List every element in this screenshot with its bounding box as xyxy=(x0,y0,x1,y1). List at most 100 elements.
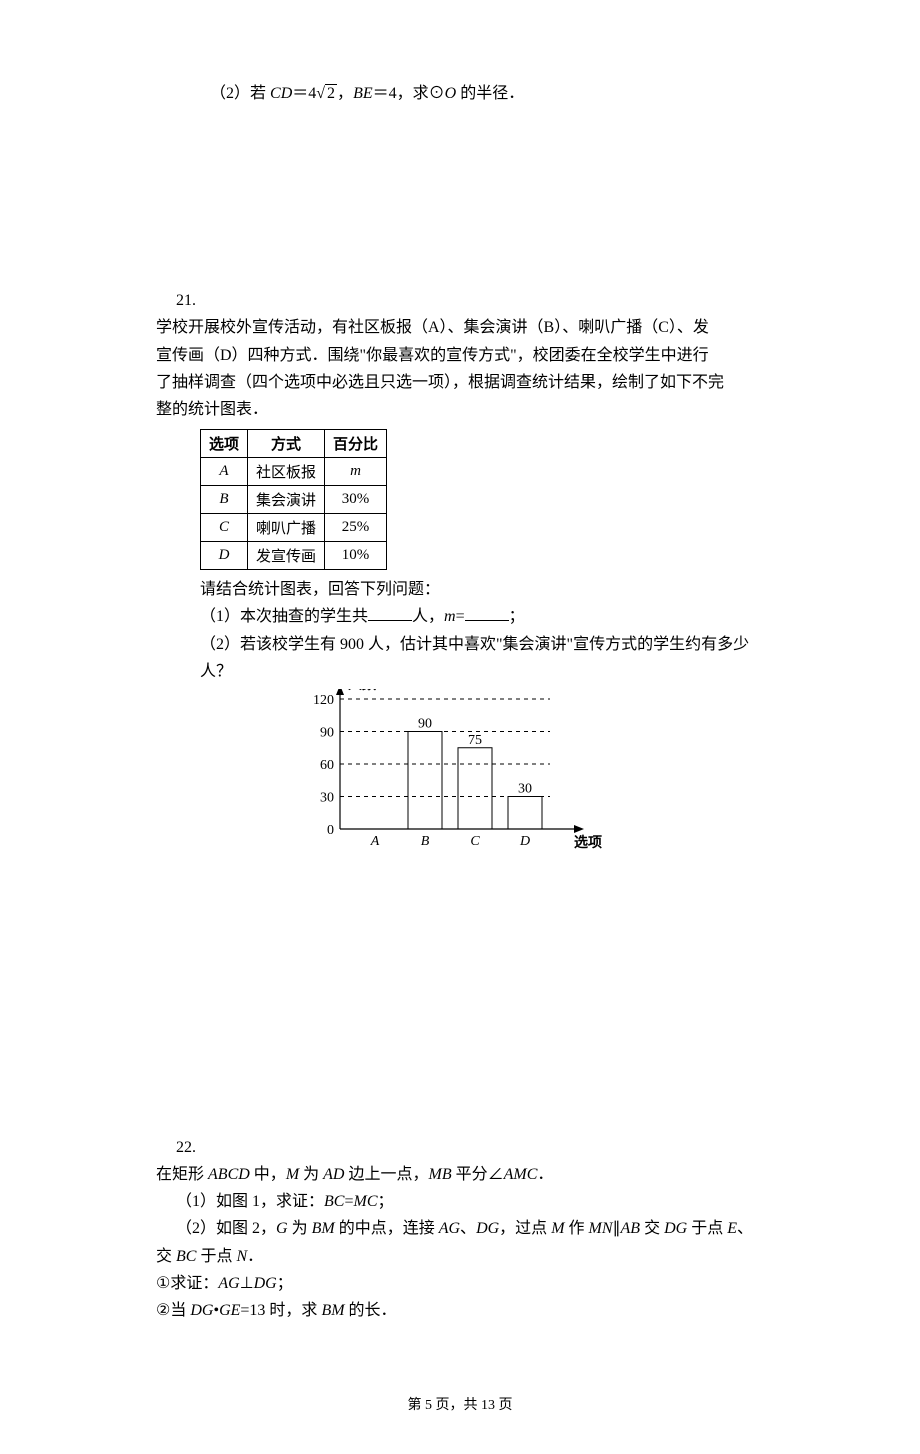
var-o: O xyxy=(445,85,457,102)
text: ． xyxy=(537,1166,553,1183)
var-g: G xyxy=(276,1220,288,1237)
text: 边上一点， xyxy=(344,1166,428,1183)
var-dg: DG xyxy=(190,1302,213,1319)
text: ＝4 xyxy=(292,85,316,102)
table-row: A 社区板报 m xyxy=(201,458,387,486)
text: 、 xyxy=(460,1220,476,1237)
svg-text:选项: 选项 xyxy=(574,834,602,851)
text: 于点 xyxy=(196,1248,236,1265)
text: =13 时，求 xyxy=(240,1302,321,1319)
q22-sub2: ②当 DG•GE=13 时，求 BM 的长． xyxy=(156,1302,397,1319)
q21-line1: 学校开展校外宣传活动，有社区板报（A）、集会演讲（B）、喇叭广播（C）、发 xyxy=(156,319,709,336)
q21-line2: 宣传画（D）四种方式．围绕"你最喜欢的宣传方式"，校团委在全校学生中进行 xyxy=(156,347,709,364)
q21-body: 学校开展校外宣传活动，有社区板报（A）、集会演讲（B）、喇叭广播（C）、发 宣传… xyxy=(156,314,776,423)
q21-table: 选项 方式 百分比 A 社区板报 m B 集会演讲 30% C 喇叭广播 25%… xyxy=(200,429,387,570)
q22: 22. 在矩形 ABCD 中，M 为 AD 边上一点，MB 平分∠AMC． （1… xyxy=(100,1134,820,1324)
circle-o-symbol: ⊙ xyxy=(429,85,445,102)
text: （2）如图 2， xyxy=(176,1220,276,1237)
cell-method: 发宣传画 xyxy=(248,542,325,570)
cell-pct: 10% xyxy=(325,542,387,570)
q22-number: 22. xyxy=(156,1134,196,1161)
text: = xyxy=(344,1193,353,1210)
var-bc: BC xyxy=(324,1193,344,1210)
cell-method: 社区板报 xyxy=(248,458,325,486)
var-bc: BC xyxy=(176,1248,196,1265)
text: （1）本次抽查的学生共 xyxy=(200,608,368,625)
q22-sub1: ①求证：AG⊥DG； xyxy=(156,1275,293,1292)
text: 第 xyxy=(408,1398,426,1413)
cell-pct: 30% xyxy=(325,486,387,514)
table-row: C 喇叭广播 25% xyxy=(201,514,387,542)
text: 的中点，连接 xyxy=(335,1220,439,1237)
var-n: N xyxy=(236,1248,247,1265)
q21: 21. 学校开展校外宣传活动，有社区板报（A）、集会演讲（B）、喇叭广播（C）、… xyxy=(100,287,820,423)
svg-text:120: 120 xyxy=(313,693,334,708)
cell-opt: A xyxy=(201,458,248,486)
q22-body: 在矩形 ABCD 中，M 为 AD 边上一点，MB 平分∠AMC． （1）如图 … xyxy=(156,1161,776,1324)
table-row: D 发宣传画 10% xyxy=(201,542,387,570)
q21-chart: 3060901200人数选项A90B75C30D xyxy=(100,689,820,874)
var-mc: MC xyxy=(354,1193,378,1210)
text: 交 xyxy=(156,1248,176,1265)
text: ； xyxy=(509,608,525,625)
text: ，过点 xyxy=(499,1220,551,1237)
var-dg: DG xyxy=(254,1275,277,1292)
var-mb: MB xyxy=(429,1166,452,1183)
text: 在矩形 xyxy=(156,1166,208,1183)
var-be: BE xyxy=(353,85,373,102)
svg-text:C: C xyxy=(470,834,480,849)
var-abcd: ABCD xyxy=(208,1166,250,1183)
cell-pct: 25% xyxy=(325,514,387,542)
bar-chart-svg: 3060901200人数选项A90B75C30D xyxy=(290,689,630,869)
svg-text:60: 60 xyxy=(320,758,334,773)
var-cd: CD xyxy=(270,85,292,102)
cell-method: 喇叭广播 xyxy=(248,514,325,542)
blank-1 xyxy=(368,604,412,621)
text: ①求证： xyxy=(156,1275,218,1292)
cell-method: 集会演讲 xyxy=(248,486,325,514)
svg-text:B: B xyxy=(421,834,430,849)
cell-opt: C xyxy=(201,514,248,542)
var-dg2: DG xyxy=(664,1220,687,1237)
svg-text:30: 30 xyxy=(518,781,532,796)
text: 的半径． xyxy=(456,85,524,102)
var-ab: AB xyxy=(621,1220,641,1237)
th-pct: 百分比 xyxy=(325,430,387,458)
text: 作 xyxy=(565,1220,589,1237)
table-header-row: 选项 方式 百分比 xyxy=(201,430,387,458)
var-ag: AG xyxy=(218,1275,239,1292)
var-ge: GE xyxy=(219,1302,240,1319)
text: （2）若 xyxy=(210,85,270,102)
q21-part2: （2）若该校学生有 900 人，估计其中喜欢"集会演讲"宣传方式的学生约有多少 … xyxy=(100,631,820,685)
var-amc: AMC xyxy=(504,1166,538,1183)
text: 交 xyxy=(640,1220,664,1237)
var-bm: BM xyxy=(312,1220,335,1237)
text: ； xyxy=(277,1275,293,1292)
page-footer: 第 5 页，共 13 页 xyxy=(100,1324,820,1414)
q22-p2-l1: （2）如图 2，G 为 BM 的中点，连接 AG、DG，过点 M 作 MN∥AB… xyxy=(156,1220,753,1237)
text: = xyxy=(456,608,465,625)
q22-p1: （1）如图 1，求证：BC=MC； xyxy=(156,1193,394,1210)
q21-line3: 了抽样调查（四个选项中必选且只选一项），根据调查统计结果，绘制了如下不完 xyxy=(156,374,724,391)
q21-table-wrap: 选项 方式 百分比 A 社区板报 m B 集会演讲 30% C 喇叭广播 25%… xyxy=(100,429,820,570)
q22-p2-l2: 交 BC 于点 N． xyxy=(156,1248,263,1265)
text: ， xyxy=(337,85,353,102)
var-e: E xyxy=(727,1220,737,1237)
q21-line4: 整的统计图表． xyxy=(156,401,268,418)
cell-opt: D xyxy=(201,542,248,570)
th-opt: 选项 xyxy=(201,430,248,458)
text: 人？ xyxy=(200,663,232,680)
text: 人， xyxy=(412,608,444,625)
blank-2 xyxy=(465,604,509,621)
svg-text:75: 75 xyxy=(468,733,482,748)
svg-text:D: D xyxy=(519,834,530,849)
table-row: B 集会演讲 30% xyxy=(201,486,387,514)
text: 平分∠ xyxy=(452,1166,504,1183)
page-root: （2）若 CD＝4√2，BE＝4，求⊙O 的半径． 21. 学校开展校外宣传活动… xyxy=(0,0,920,1454)
text: 中， xyxy=(250,1166,286,1183)
text: （2）若该校学生有 900 人，估计其中喜欢"集会演讲"宣传方式的学生约有多少 xyxy=(200,636,749,653)
cell-opt: B xyxy=(201,486,248,514)
var-bm: BM xyxy=(321,1302,344,1319)
var-m2: M xyxy=(551,1220,564,1237)
page-num: 5 xyxy=(425,1398,432,1413)
